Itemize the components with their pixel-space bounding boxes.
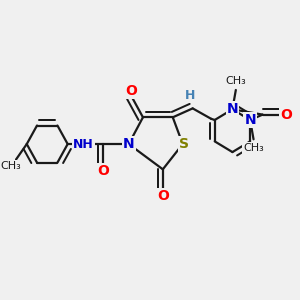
Text: S: S bbox=[179, 137, 189, 151]
Text: CH₃: CH₃ bbox=[1, 161, 22, 171]
Text: CH₃: CH₃ bbox=[226, 76, 246, 86]
Text: N: N bbox=[123, 137, 135, 151]
Text: H: H bbox=[184, 88, 195, 101]
Text: N: N bbox=[244, 113, 256, 127]
Text: CH₃: CH₃ bbox=[243, 143, 264, 153]
Text: O: O bbox=[97, 164, 109, 178]
Text: O: O bbox=[126, 84, 137, 98]
Text: O: O bbox=[280, 108, 292, 122]
Text: O: O bbox=[157, 189, 169, 203]
Text: N: N bbox=[226, 102, 238, 116]
Text: NH: NH bbox=[73, 138, 94, 151]
